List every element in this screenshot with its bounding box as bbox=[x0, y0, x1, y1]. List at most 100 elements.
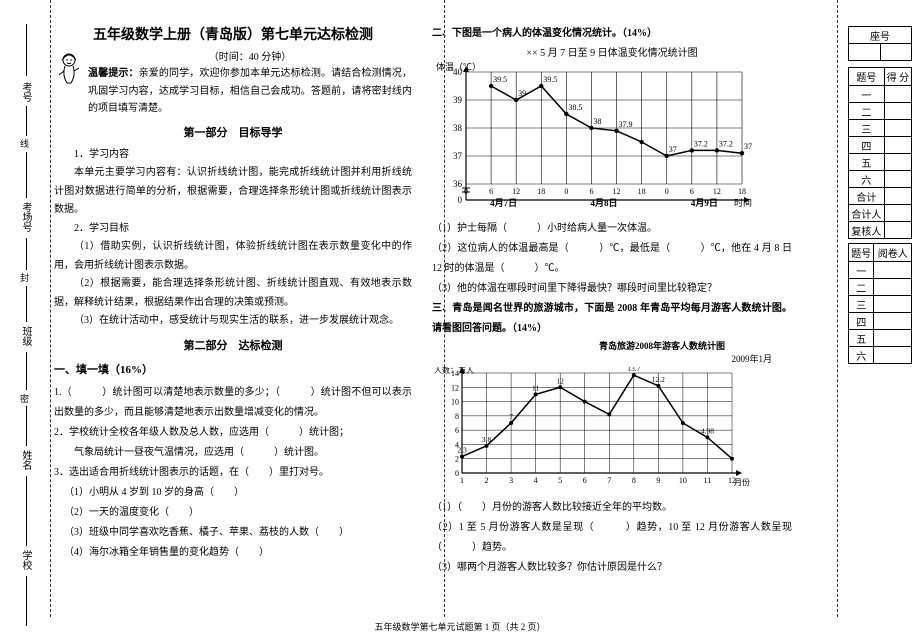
p1-s1-body: 本单元主要学习内容有：认识折线统计图，能完成折线统计图并利用折线统计图对数据进行… bbox=[54, 164, 412, 220]
score-table-1: 题号得 分 一 二 三 四 五 六 合计 合计人 复核人 bbox=[848, 67, 912, 239]
svg-text:2: 2 bbox=[455, 455, 459, 464]
svg-text:9: 9 bbox=[656, 476, 660, 485]
q1-3b: （2）一天的温度变化（ ） bbox=[54, 503, 412, 523]
svg-text:6: 6 bbox=[455, 426, 459, 435]
bind-banji: 班级 bbox=[18, 326, 33, 346]
svg-text:0: 0 bbox=[458, 195, 463, 205]
svg-text:人数：万人: 人数：万人 bbox=[434, 367, 474, 375]
q3-2: （2）1 至 5 月份游客人数是呈现（ ）趋势，10 至 12 月份游客人数呈现… bbox=[432, 518, 792, 558]
svg-text:2: 2 bbox=[485, 476, 489, 485]
q1-2: 2．学校统计全校各年级人数及总人数，应选用（ ）统计图； bbox=[54, 423, 412, 443]
p1-s2-1: （1）借助实例，认识折线统计图，体验折线统计图在表示数量变化中的作用，会用折线统… bbox=[54, 238, 412, 275]
page-title: 五年级数学上册（青岛版）第七单元达标检测 bbox=[54, 24, 412, 44]
svg-text:10: 10 bbox=[679, 476, 687, 485]
part2-heading: 第二部分 达标检测 bbox=[54, 337, 412, 353]
right-column: 二、下图是一个病人的体温变化情况统计。（14%） ×× 5 月 7 日至 9 日… bbox=[422, 24, 802, 620]
svg-text:39.5: 39.5 bbox=[543, 75, 557, 84]
svg-text:体温（℃）: 体温（℃） bbox=[436, 62, 481, 72]
bind-kaochang: 考场号 bbox=[18, 202, 33, 232]
q1-2b: 气象局统计一昼夜气温情况，应选用（ ）统计图。 bbox=[54, 443, 412, 463]
svg-text:8: 8 bbox=[455, 412, 459, 421]
warm-tip: 温馨提示：亲爱的同学，欢迎你参加本单元达标检测。请结合检测情况，巩固学习内容，达… bbox=[88, 65, 412, 118]
svg-text:18: 18 bbox=[638, 187, 646, 196]
q2-3: （3）他的体温在哪段时间里下降得最快？哪段时间里比较稳定？ bbox=[432, 279, 792, 299]
tourist-chart: 02468101214123456789101112人数：万人月份2.33.87… bbox=[432, 367, 762, 493]
svg-text:7: 7 bbox=[607, 476, 611, 485]
svg-text:6: 6 bbox=[690, 187, 694, 196]
chart2-title: 青岛旅游2008年游客人数统计图 bbox=[532, 339, 792, 352]
svg-text:7: 7 bbox=[509, 412, 513, 421]
svg-text:37.1: 37.1 bbox=[744, 142, 752, 151]
q3-heading: 三、青岛是闻名世界的旅游城市，下面是 2008 年青岛平均每月游客人数统计图。请… bbox=[432, 299, 792, 339]
p1-s2-3: （3）在统计活动中，感受统计与现实生活的联系，进一步发展统计观念。 bbox=[54, 312, 412, 331]
svg-text:38: 38 bbox=[453, 123, 463, 133]
binding-margin: 考号 线 考场号 封 班级 密 姓名 学校 bbox=[8, 24, 44, 620]
bind-cut-feng: 封 bbox=[18, 273, 31, 282]
svg-text:1: 1 bbox=[460, 476, 464, 485]
svg-text:37: 37 bbox=[669, 145, 677, 154]
timing: （时间：40 分钟） bbox=[88, 48, 412, 63]
q2-2: （2）这位病人的体温最高是（ ）℃，最低是（ ）℃，他在 4 月 8 日12 时… bbox=[432, 239, 792, 279]
svg-text:37.9: 37.9 bbox=[619, 120, 633, 129]
p1-s1: 1．学习内容 bbox=[54, 146, 412, 165]
svg-text:12: 12 bbox=[556, 376, 564, 385]
vcut-2 bbox=[444, 0, 445, 617]
svg-text:39: 39 bbox=[518, 89, 526, 98]
svg-text:37.2: 37.2 bbox=[719, 139, 733, 148]
svg-text:4: 4 bbox=[534, 476, 538, 485]
svg-text:39: 39 bbox=[453, 95, 463, 105]
svg-text:4.98: 4.98 bbox=[701, 426, 714, 435]
chart1-title: ×× 5 月 7 日至 9 日体温变化情况统计图 bbox=[432, 44, 792, 59]
svg-text:0: 0 bbox=[564, 187, 568, 196]
part1-heading: 第一部分 目标导学 bbox=[54, 124, 412, 140]
svg-text:时间: 时间 bbox=[734, 197, 752, 208]
svg-text:18: 18 bbox=[738, 187, 746, 196]
svg-text:12: 12 bbox=[451, 383, 459, 392]
bind-name: 姓名 bbox=[18, 450, 33, 470]
q1-3d: （4）海尔冰箱全年销售量的变化趋势（ ） bbox=[54, 543, 412, 563]
svg-text:3: 3 bbox=[509, 476, 513, 485]
svg-text:39.5: 39.5 bbox=[493, 75, 507, 84]
q1-1: 1.（ ）统计图可以清楚地表示数量的多少；（ ）统计图不但可以表示出数量的多少，… bbox=[54, 383, 412, 423]
svg-text:0: 0 bbox=[455, 469, 459, 478]
svg-text:月份: 月份 bbox=[734, 477, 750, 487]
svg-text:37.2: 37.2 bbox=[694, 139, 708, 148]
q3-1: （1）（ ）月份的游客人数比较接近全年的平均数。 bbox=[432, 498, 792, 518]
svg-text:12: 12 bbox=[613, 187, 621, 196]
svg-text:6: 6 bbox=[589, 187, 593, 196]
p1-s2: 2．学习目标 bbox=[54, 220, 412, 239]
bind-kaohao: 考号 bbox=[18, 82, 33, 102]
q2-1: （1）护士每隔（ ）小时给病人量一次体温。 bbox=[432, 219, 792, 239]
bind-school: 学校 bbox=[18, 550, 33, 570]
q3-3: （3）哪两个月游客人数比较多？你估计原因是什么？ bbox=[432, 558, 792, 578]
svg-text:6: 6 bbox=[583, 476, 587, 485]
svg-text:18: 18 bbox=[537, 187, 545, 196]
svg-text:38.5: 38.5 bbox=[568, 103, 582, 112]
svg-text:2.3: 2.3 bbox=[457, 446, 467, 455]
bind-cut-xian: 线 bbox=[18, 139, 31, 148]
vcut-1 bbox=[50, 0, 51, 617]
q1-3: 3．选出适合用折线统计图表示的话题，在（ ）里打对号。 bbox=[54, 463, 412, 483]
score-table-2: 题号阅卷人 一 二 三 四 五 六 bbox=[848, 243, 912, 364]
svg-text:6: 6 bbox=[489, 187, 493, 196]
svg-text:11: 11 bbox=[704, 476, 712, 485]
svg-text:36: 36 bbox=[453, 179, 463, 189]
svg-text:38: 38 bbox=[593, 117, 601, 126]
p1-s2-2: （2）根据需要，能合理选择条形统计图、折线统计图直观、有效地表示数据，解释统计结… bbox=[54, 275, 412, 312]
mascot-icon bbox=[54, 50, 84, 86]
seat-table: 座号 bbox=[848, 26, 912, 61]
svg-text:12.2: 12.2 bbox=[652, 375, 665, 384]
svg-text:13.7: 13.7 bbox=[627, 367, 640, 373]
svg-text:5: 5 bbox=[558, 476, 562, 485]
bind-cut-mi: 密 bbox=[18, 394, 31, 403]
q1-3c: （3）班级中同学喜欢吃香蕉、橘子、苹果、荔枝的人数（ ） bbox=[54, 523, 412, 543]
page-footer: 五年级数学第七单元试题第 1 页（共 2 页） bbox=[0, 620, 920, 633]
svg-text:37: 37 bbox=[453, 151, 463, 161]
q1-3a: （1）小明从 4 岁到 10 岁的身高（ ） bbox=[54, 483, 412, 503]
svg-text:8: 8 bbox=[632, 476, 636, 485]
svg-text:10: 10 bbox=[451, 398, 459, 407]
svg-text:12: 12 bbox=[512, 187, 520, 196]
temperature-chart: 36373839400612180612180612184月7日4月8日4月9日… bbox=[432, 62, 752, 214]
left-column: 五年级数学上册（青岛版）第七单元达标检测 （时间：40 分钟） 温馨提示：亲爱的… bbox=[44, 24, 422, 620]
svg-text:3.8: 3.8 bbox=[482, 435, 492, 444]
